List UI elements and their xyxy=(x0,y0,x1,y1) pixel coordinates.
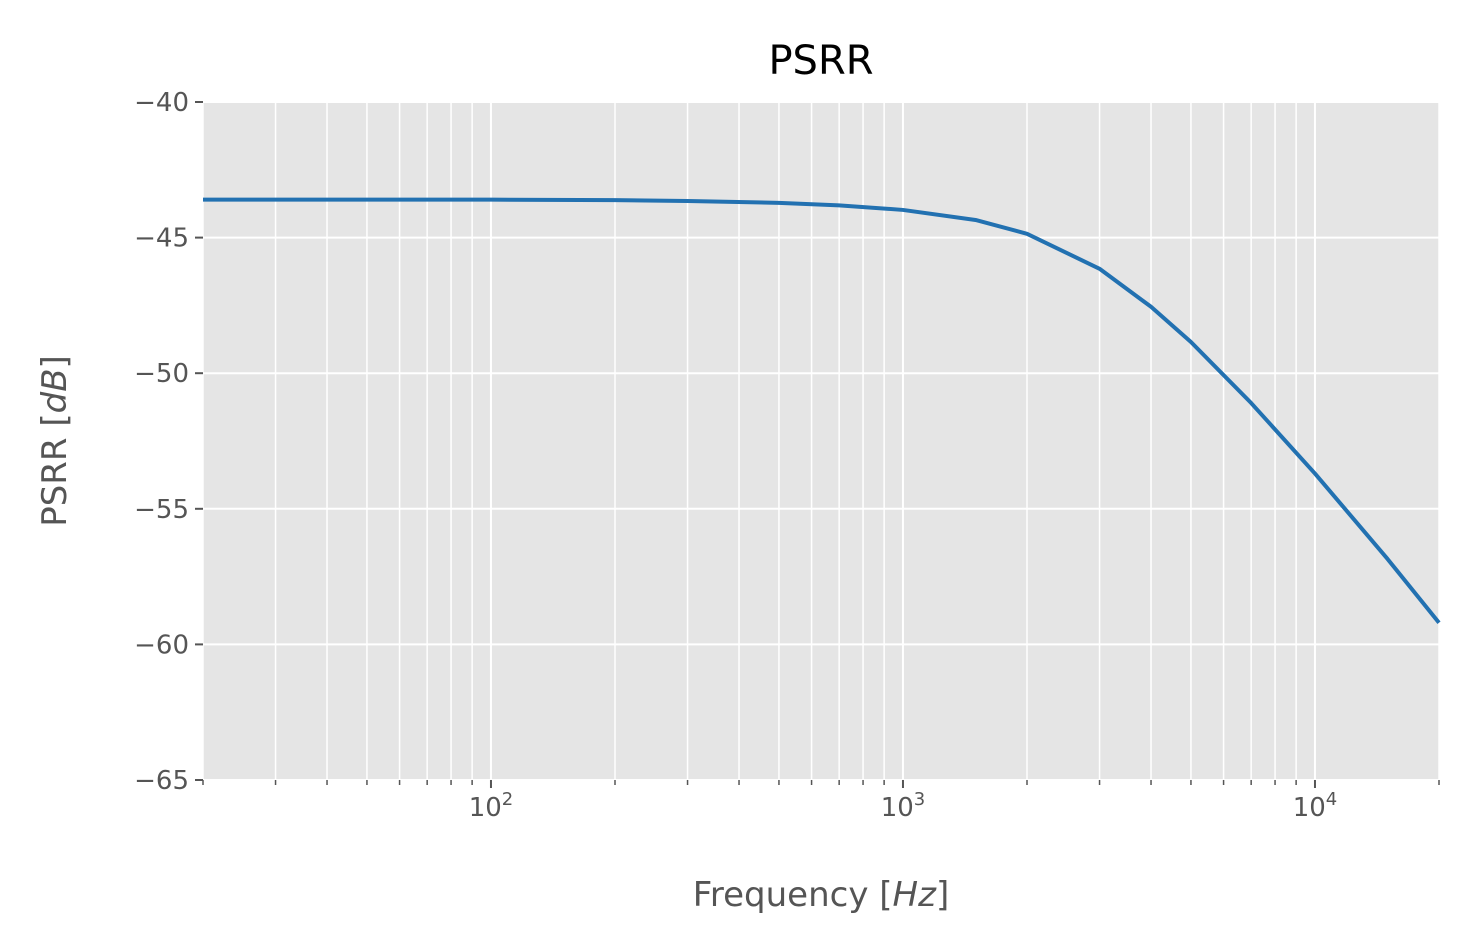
x-tick-label: 102 xyxy=(469,789,514,823)
y-tick-label: −55 xyxy=(134,495,189,525)
y-axis-label: PSRR [dB] xyxy=(35,355,75,527)
plot-background xyxy=(203,102,1439,780)
y-tick-label: −50 xyxy=(134,359,189,389)
y-tick-label: −40 xyxy=(134,88,189,118)
x-tick-labels: 102 103 104 xyxy=(469,789,1338,823)
grid-lines xyxy=(202,101,1440,781)
chart-title: PSRR xyxy=(768,38,873,84)
y-tick-label: −45 xyxy=(134,224,189,254)
y-tick-labels: −40 −45 −50 −55 −60 −65 xyxy=(134,88,189,796)
y-tick-label: −65 xyxy=(134,766,189,796)
y-tick-label: −60 xyxy=(134,630,189,660)
x-tick-label: 104 xyxy=(1293,789,1338,823)
x-axis-label: Frequency [Hz] xyxy=(693,875,949,915)
x-tick-label: 103 xyxy=(881,789,926,823)
psrr-series-line xyxy=(203,197,1441,624)
axis-ticks xyxy=(195,101,1440,788)
